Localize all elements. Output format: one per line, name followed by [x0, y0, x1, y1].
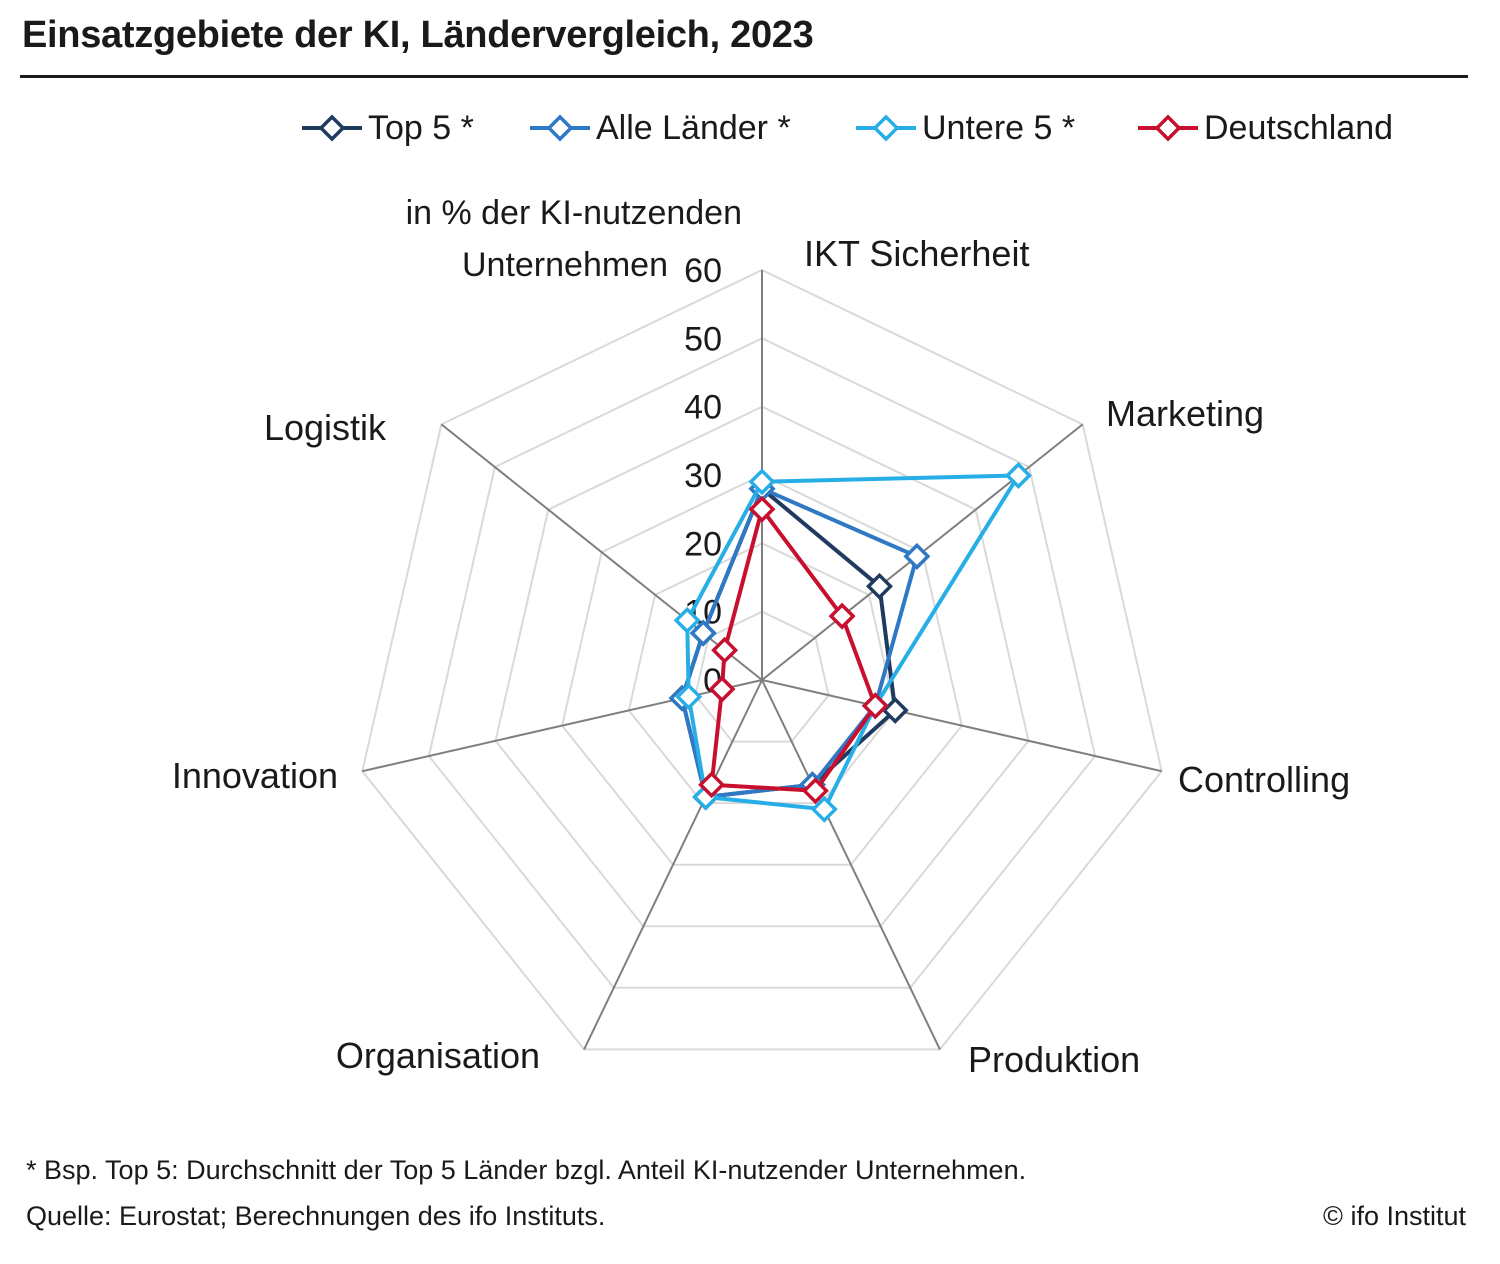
- data-point-controlling: [861, 692, 889, 720]
- grid-ring: [494, 405, 1030, 928]
- data-point-logistik: [673, 606, 701, 634]
- data-point-innovation: [708, 675, 736, 703]
- unit-label: Unternehmen: [462, 246, 668, 284]
- category-label-marketing: Marketing: [1106, 393, 1264, 434]
- data-point-marketing: [866, 572, 893, 600]
- series-deutschland: [698, 495, 889, 805]
- data-point-logistik: [689, 619, 717, 647]
- axis-spoke: [761, 679, 1162, 773]
- category-label-controlling: Controlling: [1178, 759, 1350, 800]
- legend-marker-icon: [856, 114, 916, 142]
- data-point-controlling: [881, 696, 909, 724]
- tick-label: 30: [684, 457, 722, 495]
- radar-grid: [361, 268, 1163, 1051]
- legend-label: Deutschland: [1204, 108, 1394, 147]
- legend-item-alle-länder: Alle Länder *: [528, 100, 791, 156]
- tick-label: 20: [684, 525, 722, 563]
- category-label-innovation: Innovation: [172, 755, 338, 796]
- grid-ring: [427, 337, 1097, 989]
- data-point-marketing: [828, 602, 856, 630]
- unit-label: in % der KI-nutzenden: [406, 194, 742, 232]
- legend-marker-icon: [530, 114, 590, 142]
- series-line: [680, 486, 919, 799]
- legend-label: Top 5 *: [368, 108, 474, 147]
- legend-item-deutschland: Deutschland: [1136, 100, 1393, 156]
- legend-label: Untere 5 *: [922, 108, 1076, 147]
- legend-item-untere-5: Untere 5 *: [854, 100, 1075, 156]
- grid-ring: [361, 268, 1163, 1051]
- data-point-ikt-sicherheit: [748, 468, 776, 496]
- data-point-innovation: [675, 683, 703, 711]
- chart-title: Einsatzgebiete der KI, Ländervergleich, …: [22, 14, 814, 56]
- source-note: Quelle: Eurostat; Berechnungen des ifo I…: [26, 1201, 606, 1231]
- grid-ring: [561, 473, 963, 866]
- category-label-organisation: Organisation: [336, 1035, 540, 1076]
- tick-label: 40: [684, 389, 722, 427]
- axis-spoke: [362, 679, 763, 773]
- copyright-note: © ifo Institut: [1323, 1201, 1466, 1231]
- data-point-organisation: [698, 771, 726, 799]
- data-point-produktion: [810, 795, 838, 823]
- title-divider: [20, 75, 1468, 78]
- legend-marker-icon: [302, 114, 362, 142]
- grid-ring: [694, 610, 830, 743]
- legend-marker-icon: [1138, 114, 1198, 142]
- footnote: * Bsp. Top 5: Durchschnitt der Top 5 Län…: [26, 1155, 1027, 1185]
- legend: Top 5 * Alle Länder * Untere 5 * Deutschlan…: [0, 100, 1500, 156]
- legend-label: Alle Länder *: [596, 108, 791, 147]
- category-label-ikt-sicherheit: IKT Sicherheit: [804, 233, 1029, 274]
- data-point-marketing: [903, 542, 931, 570]
- data-point-marketing: [1004, 462, 1032, 489]
- data-point-ikt-sicherheit: [748, 495, 776, 523]
- category-label-logistik: Logistik: [264, 407, 387, 448]
- axis-spoke: [761, 679, 941, 1050]
- data-point-produktion: [801, 777, 829, 805]
- legend-item-top-5: Top 5 *: [300, 100, 474, 156]
- category-label-produktion: Produktion: [968, 1039, 1140, 1080]
- data-point-logistik: [711, 636, 739, 664]
- axis-spoke: [583, 679, 763, 1050]
- tick-label: 60: [684, 252, 722, 290]
- tick-label: 50: [684, 320, 722, 358]
